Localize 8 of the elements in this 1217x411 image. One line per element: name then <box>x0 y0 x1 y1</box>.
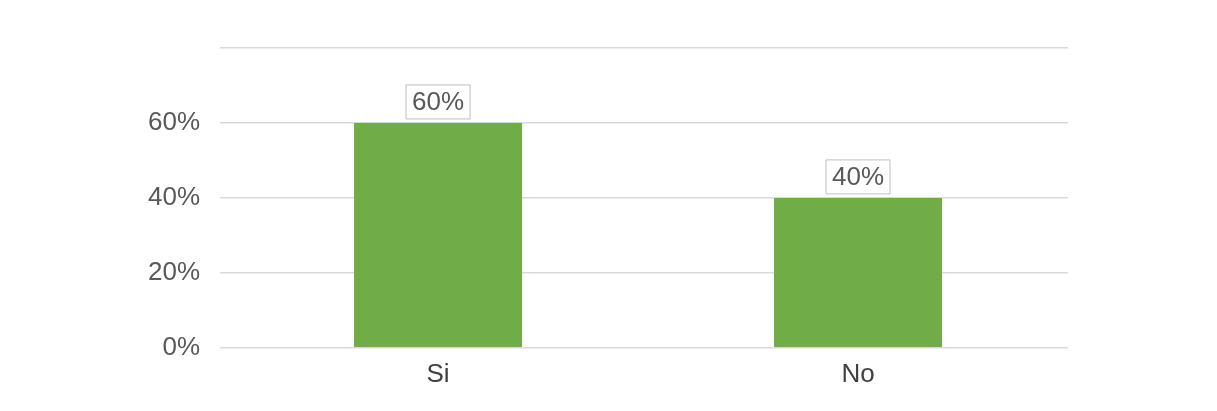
y-tick-label: 0% <box>162 330 201 361</box>
x-tick-label: No <box>841 357 875 388</box>
x-tick-label: Si <box>426 357 450 388</box>
y-tick-label: 40% <box>147 181 201 212</box>
y-tick-label: 20% <box>147 256 201 287</box>
data-label: 40% <box>831 161 885 192</box>
y-tick-label: 60% <box>147 106 201 137</box>
data-label: 60% <box>412 86 465 117</box>
